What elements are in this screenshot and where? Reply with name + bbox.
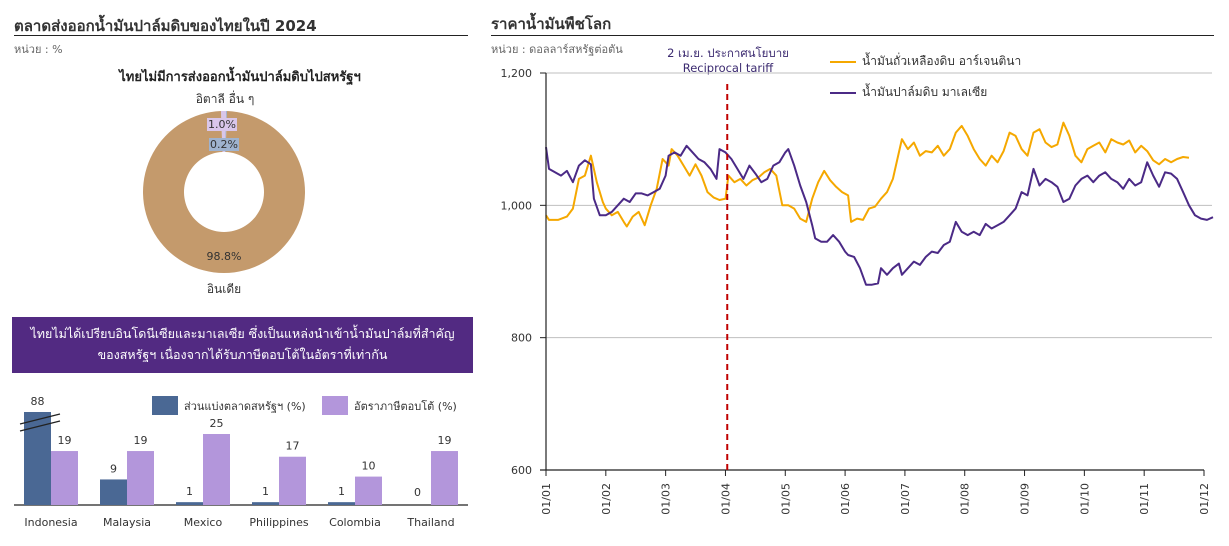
x-tick-label: 01/04 [719, 483, 732, 515]
x-tick-label: 01/06 [839, 483, 852, 515]
y-tick-label: 1,000 [501, 199, 533, 212]
y-tick-label: 600 [511, 464, 532, 477]
x-tick-label: 01/08 [959, 483, 972, 515]
y-tick-label: 1,200 [501, 67, 533, 80]
series-line-palm [546, 146, 1213, 285]
x-tick-label: 01/07 [899, 483, 912, 515]
x-tick-label: 01/10 [1078, 483, 1091, 515]
x-tick-label: 01/11 [1138, 483, 1151, 515]
y-tick-label: 800 [511, 332, 532, 345]
x-tick-label: 01/09 [1019, 483, 1032, 515]
x-tick-label: 01/05 [779, 483, 792, 515]
x-tick-label: 01/02 [600, 483, 613, 515]
series-line-soybean [546, 123, 1189, 227]
x-tick-label: 01/01 [540, 483, 553, 515]
x-tick-label: 01/03 [660, 483, 673, 515]
x-tick-label: 01/12 [1198, 483, 1211, 515]
